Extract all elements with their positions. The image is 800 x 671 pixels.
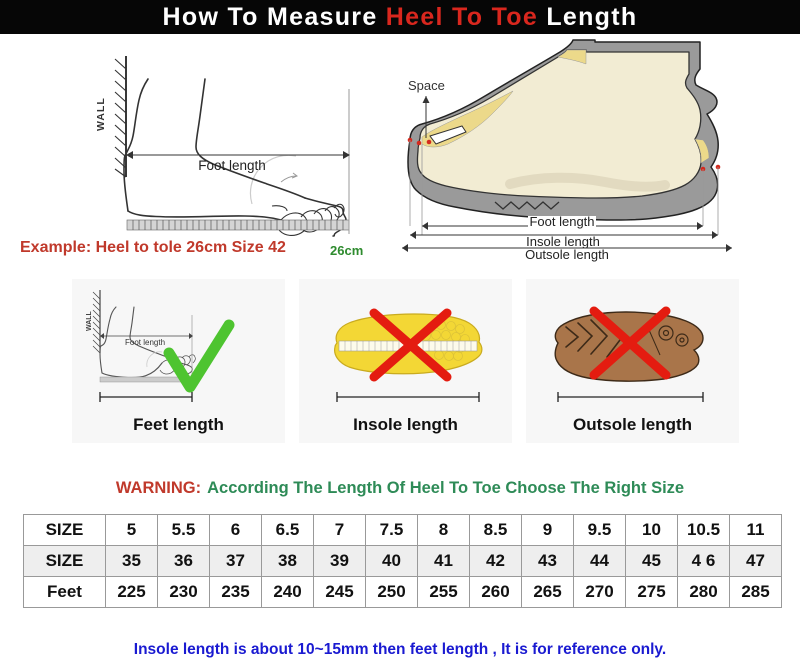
svg-text:WALL: WALL: [95, 97, 107, 131]
svg-text:Foot length: Foot length: [125, 338, 165, 347]
svg-text:Space: Space: [408, 78, 445, 93]
svg-text:Foot length: Foot length: [529, 214, 594, 229]
svg-text:Outsole length: Outsole length: [525, 247, 609, 262]
svg-text:WALL: WALL: [86, 310, 93, 331]
svg-text:Foot length: Foot length: [198, 158, 266, 173]
